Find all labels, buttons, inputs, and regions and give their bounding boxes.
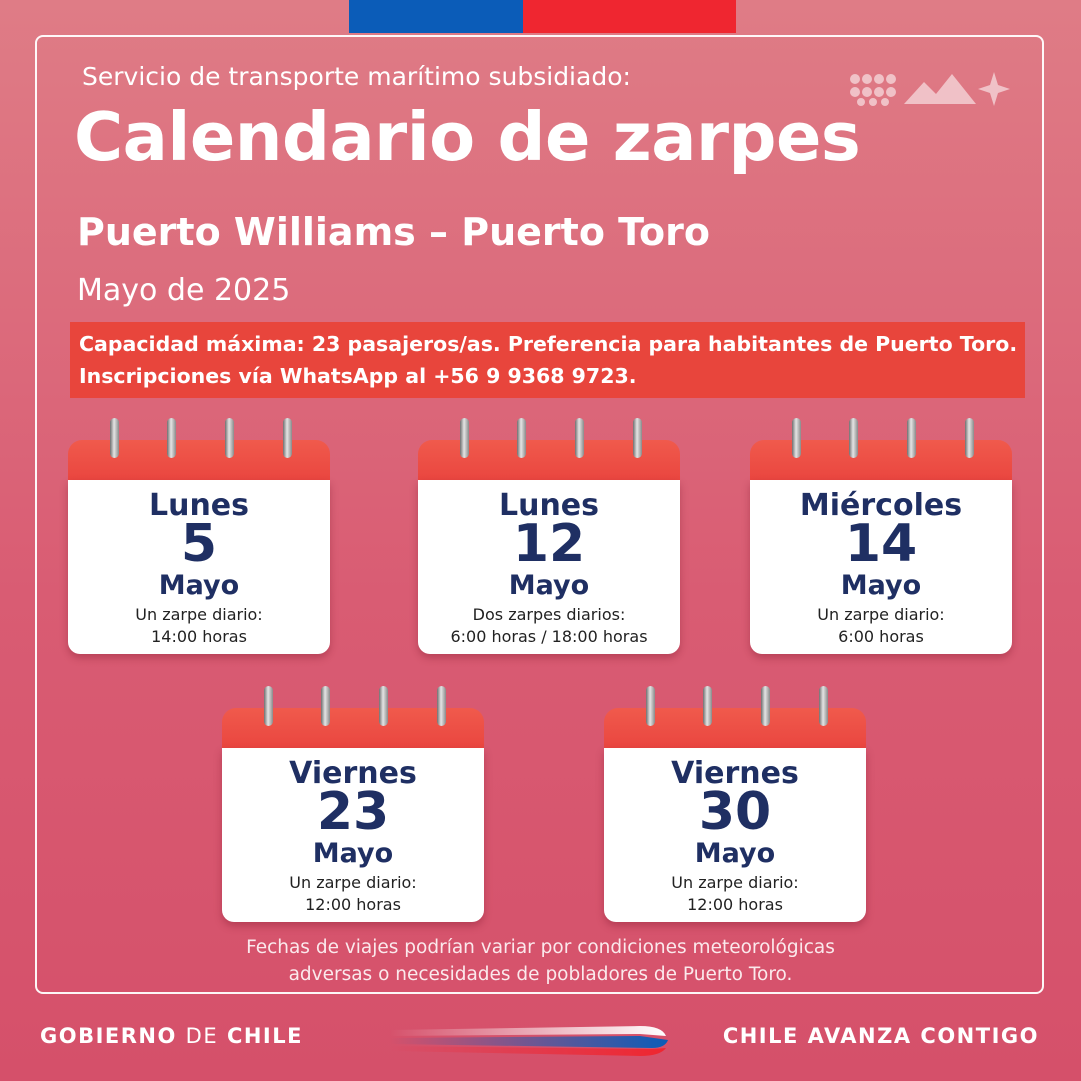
binder-ring-icon [264, 686, 273, 726]
chile-avanza-contigo-slogan: CHILE AVANZA CONTIGO [722, 1024, 1039, 1048]
calendar-weekday: Lunes [498, 488, 600, 523]
gobierno-de-chile-logo: GOBIERNO DE CHILE [40, 1024, 303, 1048]
calendar-month: Mayo [694, 838, 776, 869]
binder-ring-icon [167, 418, 176, 458]
calendar-month: Mayo [312, 838, 394, 869]
calendar-page [604, 748, 866, 922]
calendar-card: Lunes 12 Mayo Dos zarpes diarios: 6:00 h… [418, 418, 680, 654]
binder-ring-icon [819, 686, 828, 726]
binder-ring-icon [437, 686, 446, 726]
binder-ring-icon [792, 418, 801, 458]
calendar-time: 12:00 horas [305, 895, 401, 914]
binder-ring-icon [646, 686, 655, 726]
calendar-card: Lunes 5 Mayo Un zarpe diario: 14:00 hora… [68, 418, 330, 654]
binder-ring-icon [575, 418, 584, 458]
weather-disclaimer: Fechas de viajes podrían variar por cond… [0, 934, 1081, 988]
binder-ring-icon [703, 686, 712, 726]
calendar-card: Miércoles 14 Mayo Un zarpe diario: 6:00 … [750, 418, 1012, 654]
flag-stripe-red [523, 0, 736, 33]
calendar-day-number: 5 [180, 514, 218, 574]
calendar-page [418, 480, 680, 654]
binder-ring-icon [633, 418, 642, 458]
binder-ring-icon [283, 418, 292, 458]
calendar-weekday: Lunes [148, 488, 250, 523]
calendar-weekday: Miércoles [799, 488, 963, 523]
month-heading: Mayo de 2025 [77, 273, 291, 308]
page-title: Calendario de zarpes [74, 98, 861, 176]
flag-swoosh-icon [390, 1026, 668, 1056]
binder-ring-icon [849, 418, 858, 458]
binder-ring-icon [321, 686, 330, 726]
calendar-time: 6:00 horas / 18:00 horas [450, 627, 648, 646]
service-subtitle: Servicio de transporte marítimo subsidia… [82, 62, 631, 91]
binder-ring-icon [965, 418, 974, 458]
capacity-notice: Capacidad máxima: 23 pasajeros/as. Prefe… [70, 322, 1025, 398]
calendar-weekday: Viernes [671, 756, 799, 791]
notice-line-capacity: Capacidad máxima: 23 pasajeros/as. Prefe… [79, 332, 1018, 356]
binder-ring-icon [225, 418, 234, 458]
binder-ring-icon [110, 418, 119, 458]
binder-ring-icon [517, 418, 526, 458]
disclaimer-line-1: Fechas de viajes podrían variar por cond… [246, 937, 835, 958]
decorative-shapes-icon [850, 72, 1010, 106]
calendar-trips: Un zarpe diario: [671, 873, 799, 892]
calendar-trips: Dos zarpes diarios: [472, 605, 626, 624]
calendar-day-number: 23 [316, 782, 390, 842]
calendar-month: Mayo [158, 570, 240, 601]
calendar-card: Viernes 23 Mayo Un zarpe diario: 12:00 h… [222, 686, 484, 922]
calendar-time: 6:00 horas [838, 627, 924, 646]
logo-word-chile: CHILE [226, 1024, 303, 1048]
flag-stripe-blue [349, 0, 523, 33]
calendar-page [222, 748, 484, 922]
calendar-day-number: 14 [844, 514, 918, 574]
calendar-page [750, 480, 1012, 654]
logo-word-gobierno: GOBIERNO [40, 1024, 177, 1048]
calendar-month: Mayo [508, 570, 590, 601]
calendar-trips: Un zarpe diario: [135, 605, 263, 624]
binder-ring-icon [907, 418, 916, 458]
notice-line-whatsapp: Inscripciones vía WhatsApp al +56 9 9368… [79, 364, 637, 388]
logo-word-de: DE [185, 1024, 219, 1048]
content-frame [35, 35, 1044, 994]
binder-ring-icon [379, 686, 388, 726]
calendar-card: Viernes 30 Mayo Un zarpe diario: 12:00 h… [604, 686, 866, 922]
calendar-month: Mayo [840, 570, 922, 601]
calendar-trips: Un zarpe diario: [289, 873, 417, 892]
binder-ring-icon [761, 686, 770, 726]
calendar-page [68, 480, 330, 654]
calendar-trips: Un zarpe diario: [817, 605, 945, 624]
binder-ring-icon [460, 418, 469, 458]
route-heading: Puerto Williams – Puerto Toro [77, 210, 710, 254]
calendar-day-number: 30 [698, 782, 772, 842]
calendar-day-number: 12 [512, 514, 586, 574]
calendar-time: 14:00 horas [151, 627, 247, 646]
calendar-weekday: Viernes [289, 756, 417, 791]
calendar-time: 12:00 horas [687, 895, 783, 914]
disclaimer-line-2: adversas o necesidades de pobladores de … [288, 964, 793, 985]
